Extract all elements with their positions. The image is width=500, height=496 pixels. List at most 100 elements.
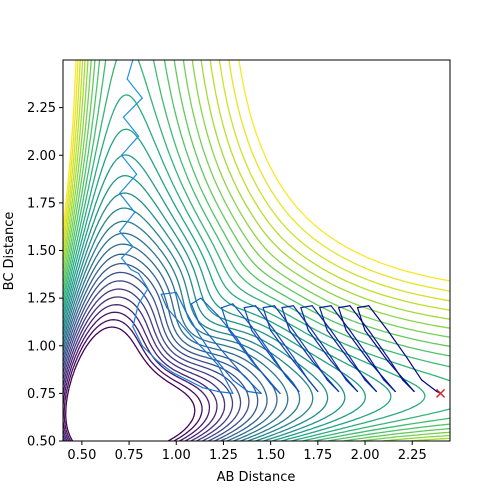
contour-level (63, 296, 226, 441)
x-axis-ticks: 0.50 0.75 1.00 1.25 1.50 1.75 2.00 2.25 (67, 441, 427, 463)
contour-level (63, 304, 218, 441)
trajectory-segment (198, 322, 219, 347)
trajectory-segment (300, 305, 313, 309)
trajectory-segment (288, 329, 313, 362)
x-tick-label: 2.00 (351, 448, 380, 463)
trajectory-segment (311, 305, 332, 332)
y-tick-label: 0.75 (27, 387, 56, 402)
trajectory-segment (368, 305, 389, 332)
contour-level (63, 288, 234, 441)
y-tick-label: 2.00 (27, 149, 56, 164)
trajectory-segment (349, 360, 377, 393)
trajectory-segment (141, 345, 158, 362)
trajectory-segment (119, 173, 138, 194)
trajectory-segment (185, 310, 200, 335)
trajectory-segment (273, 305, 294, 332)
trajectory-segment (349, 329, 370, 358)
x-tick-label: 0.75 (115, 448, 144, 463)
trajectory-segment (292, 360, 319, 393)
trajectory-segment (137, 288, 149, 305)
contour-level (63, 60, 450, 302)
trajectory-segment (241, 373, 262, 394)
trajectory-segment (330, 305, 351, 332)
trajectory-segment (190, 335, 219, 366)
trajectory-segment (270, 329, 294, 362)
trajectory-segment (368, 360, 396, 393)
trajectory-segment (281, 305, 294, 309)
trajectory-segment (243, 307, 253, 332)
trajectory-segment (387, 360, 415, 393)
trajectory-segment (166, 307, 192, 337)
trajectory-segment (300, 307, 310, 332)
trajectory-segment (307, 329, 332, 362)
trajectory-segment (220, 303, 234, 309)
trajectory-segment (122, 116, 140, 137)
trajectory-segment (137, 272, 149, 290)
trajectory-segment (251, 329, 276, 362)
trajectory-segment (356, 305, 370, 309)
trajectory-segment (120, 154, 138, 175)
trajectory-segment (186, 379, 204, 389)
contour-lines (63, 60, 450, 441)
trajectory-segment (202, 387, 219, 393)
contour-level (63, 60, 450, 441)
contour-level (63, 60, 450, 441)
trajectory-segment (311, 329, 332, 358)
trajectory-segment (217, 364, 234, 394)
trajectory-segment (120, 135, 140, 156)
contour-level (63, 311, 211, 441)
x-tick-label: 1.50 (256, 448, 285, 463)
y-tick-label: 2.25 (27, 101, 56, 116)
trajectory-segment (292, 305, 313, 332)
trajectory-segment (251, 360, 281, 394)
contour-level (63, 60, 450, 441)
trajectory-segment (156, 360, 174, 374)
trajectory-segment (130, 268, 140, 274)
trajectory-segment (319, 305, 332, 309)
contour-level (65, 326, 196, 441)
trajectory-segment (119, 211, 136, 233)
trajectory-segment (254, 305, 276, 332)
trajectory-segment (232, 379, 249, 393)
y-tick-label: 1.00 (27, 339, 56, 354)
contour-level (63, 60, 450, 441)
trajectory-segment (364, 329, 389, 362)
trajectory-segment (330, 329, 351, 358)
contour-level (63, 60, 450, 441)
y-axis-ticks: 0.50 0.75 1.00 1.25 1.50 1.75 2.00 2.25 (27, 101, 63, 450)
trajectory-segment (356, 307, 366, 332)
axes-frame (62, 59, 451, 442)
contour-level (63, 60, 450, 292)
y-tick-label: 1.75 (27, 196, 56, 211)
trajectory-layer (119, 60, 446, 398)
trajectory-segment (273, 360, 300, 393)
contour-level (63, 60, 450, 441)
trajectory-segment (119, 192, 136, 213)
trajectory-segment (171, 371, 189, 381)
trajectory-segment (126, 60, 134, 80)
contour-level (63, 60, 450, 282)
trajectory-segment (326, 329, 351, 362)
trajectory-segment (338, 305, 351, 309)
trajectory-segment (262, 305, 276, 309)
trajectory-segment (330, 360, 359, 393)
x-tick-label: 1.25 (209, 448, 238, 463)
contour-level (63, 319, 203, 441)
trajectory-segment (190, 297, 202, 305)
trajectory-segment (160, 293, 168, 309)
y-tick-label: 1.50 (27, 244, 56, 259)
trajectory-segment (349, 305, 370, 332)
x-tick-label: 1.00 (162, 448, 191, 463)
trajectory-segment (160, 291, 177, 295)
trajectory-segment (175, 291, 187, 313)
trajectory-segment (220, 307, 230, 332)
trajectory-segment (338, 307, 347, 332)
x-tick-label: 0.50 (67, 448, 96, 463)
trajectory-segment (345, 329, 370, 362)
contour-level (63, 128, 392, 441)
trajectory-segment (262, 307, 272, 332)
trajectory-segment (387, 329, 408, 358)
trajectory-segment (228, 329, 253, 362)
trajectory-segment (292, 329, 313, 358)
